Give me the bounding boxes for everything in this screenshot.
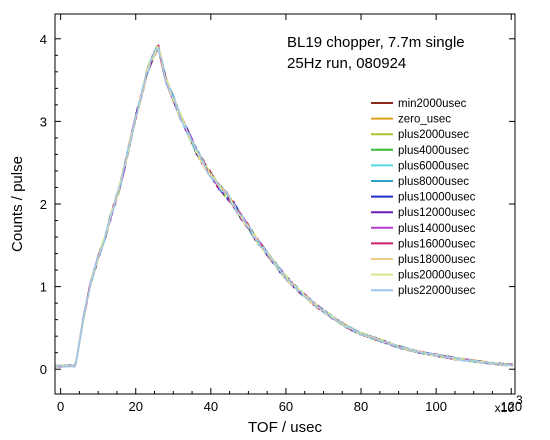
y-tick-label: 4 [40,32,47,47]
legend-label: plus14000usec [398,223,476,235]
y-axis-title: Counts / pulse [9,156,26,252]
x-multiplier: x10 [495,401,515,415]
legend-label: plus12000usec [398,207,476,219]
series-layer [54,44,514,368]
legend: min2000usec zero_usec plus2000usec plus4000… [371,98,476,297]
y-tick-label: 1 [40,280,47,295]
series-line-plus22000usec [54,47,514,368]
annotation-line-2: 25Hz run, 080924 [287,55,406,72]
legend-label: plus8000usec [398,176,469,188]
x-tick-label: 0 [57,399,64,414]
legend-label: plus22000usec [398,285,476,297]
legend-label: plus2000usec [398,129,469,141]
legend-label: min2000usec [398,98,467,110]
series-line-plus16000usec [54,44,514,368]
y-tick-label: 2 [40,197,47,212]
legend-label: plus6000usec [398,160,469,172]
x-tick-label: 80 [354,399,368,414]
legend-label: plus10000usec [398,192,476,204]
legend-label: plus20000usec [398,270,476,282]
x-axis-title: TOF / usec [248,419,322,436]
y-tick-label: 0 [40,362,47,377]
series-line-plus12000usec [54,44,514,368]
x-tick-label: 40 [204,399,218,414]
annotation-line-1: BL19 chopper, 7.7m single [287,34,465,51]
y-tick-label: 3 [40,114,47,129]
x-tick-label: 120 [500,399,522,414]
tick-layer: 0 20 40 60 80 100 120 0 1 2 3 4 [40,14,522,414]
legend-label: plus18000usec [398,254,476,266]
legend-label: plus4000usec [398,145,469,157]
x-multiplier-exponent: 3 [516,393,523,407]
legend-label: zero_usec [398,114,451,126]
x-tick-label: 60 [279,399,293,414]
legend-label: plus16000usec [398,238,476,250]
plot-frame [54,13,516,395]
x-tick-label: 20 [129,399,143,414]
x-tick-label: 100 [425,399,447,414]
